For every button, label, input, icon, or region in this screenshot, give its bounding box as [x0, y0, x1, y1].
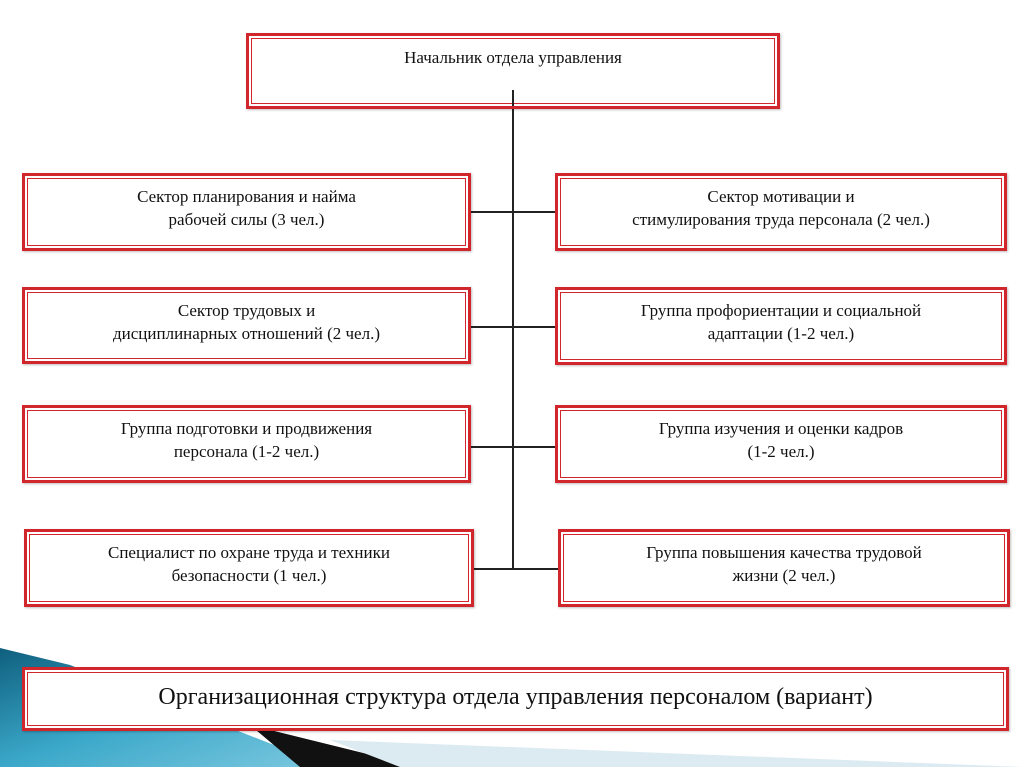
- connector-1: [471, 211, 556, 213]
- right-unit-3: Группа изучения и оценки кадров (1-2 чел…: [555, 405, 1007, 483]
- left-unit-2: Сектор трудовых и дисциплинарных отношен…: [22, 287, 471, 364]
- unit-label: Группа профориентации и социальной адапт…: [640, 301, 922, 343]
- right-unit-4: Группа повышения качества трудовой жизни…: [558, 529, 1010, 607]
- connector-2: [471, 326, 556, 328]
- unit-label: Группа подготовки и продвижения персонал…: [120, 419, 373, 461]
- left-unit-4: Специалист по охране труда и техники без…: [24, 529, 474, 607]
- head-stem: [512, 90, 514, 106]
- left-unit-3: Группа подготовки и продвижения персонал…: [22, 405, 471, 483]
- unit-label: Группа изучения и оценки кадров (1-2 чел…: [658, 419, 904, 461]
- head-label: Начальник отдела управления: [404, 48, 622, 67]
- unit-label: Группа повышения качества трудовой жизни…: [646, 543, 922, 585]
- trunk-line: [512, 90, 514, 570]
- connector-3: [471, 446, 556, 448]
- unit-label: Специалист по охране труда и техники без…: [108, 543, 390, 585]
- caption-box: Организационная структура отдела управле…: [22, 667, 1009, 731]
- left-unit-1: Сектор планирования и найма рабочей силы…: [22, 173, 471, 251]
- unit-label: Сектор планирования и найма рабочей силы…: [137, 187, 356, 229]
- connector-4: [474, 568, 559, 570]
- caption: Организационная структура отдела управле…: [158, 684, 873, 710]
- right-unit-2: Группа профориентации и социальной адапт…: [555, 287, 1007, 365]
- right-unit-1: Сектор мотивации и стимулирования труда …: [555, 173, 1007, 251]
- unit-label: Сектор трудовых и дисциплинарных отношен…: [113, 301, 380, 343]
- head-box: Начальник отдела управления: [246, 33, 780, 109]
- unit-label: Сектор мотивации и стимулирования труда …: [632, 187, 930, 229]
